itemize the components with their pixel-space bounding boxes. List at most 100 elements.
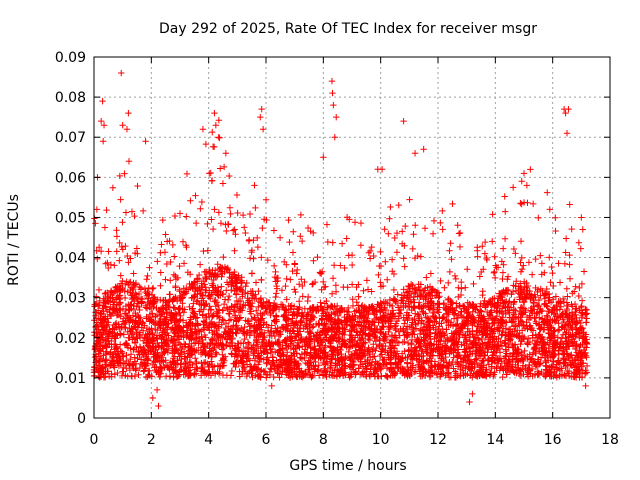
data-point xyxy=(213,299,221,306)
data-point xyxy=(448,330,455,337)
data-point xyxy=(503,371,510,378)
data-point xyxy=(213,310,221,317)
data-point xyxy=(390,345,398,352)
data-point xyxy=(542,357,549,365)
data-point xyxy=(355,293,362,300)
data-point xyxy=(107,261,115,268)
data-point xyxy=(409,356,416,363)
data-point xyxy=(510,245,518,253)
data-point xyxy=(254,353,262,360)
data-point xyxy=(344,304,352,312)
data-point xyxy=(303,335,310,342)
data-point xyxy=(343,235,350,242)
data-point xyxy=(337,355,344,363)
data-point xyxy=(294,309,302,317)
data-point xyxy=(192,322,199,329)
data-point xyxy=(301,338,308,346)
data-point xyxy=(266,332,273,339)
data-point xyxy=(549,269,556,277)
data-point xyxy=(394,291,401,298)
data-point xyxy=(298,237,306,245)
data-point xyxy=(511,331,519,338)
data-point xyxy=(315,354,322,361)
data-point xyxy=(423,324,430,331)
data-point xyxy=(395,359,402,366)
data-point xyxy=(532,293,539,301)
data-point xyxy=(93,322,100,329)
data-point xyxy=(169,312,176,319)
data-point xyxy=(145,371,152,379)
data-point xyxy=(382,334,389,341)
data-point xyxy=(474,253,481,260)
data-point xyxy=(376,352,384,360)
data-point xyxy=(297,317,305,324)
data-point xyxy=(172,276,180,283)
data-point xyxy=(91,346,99,353)
data-point xyxy=(316,269,324,277)
data-point xyxy=(295,331,302,339)
data-point xyxy=(235,272,242,279)
data-point xyxy=(232,231,239,238)
data-point xyxy=(575,350,582,358)
data-point xyxy=(238,348,246,355)
data-point xyxy=(449,322,457,330)
data-point xyxy=(416,315,423,322)
data-point xyxy=(534,286,542,293)
data-point xyxy=(245,348,252,356)
data-point xyxy=(575,362,582,370)
data-point xyxy=(348,322,356,329)
data-point xyxy=(154,258,161,265)
data-point xyxy=(159,216,166,224)
data-point xyxy=(319,327,326,335)
data-point xyxy=(529,349,537,356)
data-point xyxy=(104,340,112,348)
data-point xyxy=(283,275,290,283)
data-point xyxy=(141,322,148,329)
data-point xyxy=(211,369,219,377)
data-point xyxy=(386,339,393,347)
data-point xyxy=(554,357,562,365)
data-point xyxy=(227,210,234,218)
data-point xyxy=(438,355,445,362)
data-point xyxy=(320,355,327,363)
data-point xyxy=(469,320,476,328)
data-point xyxy=(512,287,520,294)
data-point xyxy=(427,362,435,369)
data-point xyxy=(552,344,559,351)
data-point xyxy=(225,310,232,317)
data-point xyxy=(193,298,200,305)
data-point xyxy=(477,318,484,325)
data-point xyxy=(382,306,390,314)
data-point xyxy=(228,286,235,294)
data-point xyxy=(306,305,314,313)
data-point xyxy=(271,317,278,325)
data-point xyxy=(361,318,368,326)
data-point xyxy=(264,327,272,334)
data-point xyxy=(501,235,509,242)
data-point xyxy=(161,249,169,256)
data-point xyxy=(188,294,195,302)
data-point xyxy=(434,332,441,339)
data-point xyxy=(474,247,481,254)
data-point xyxy=(320,346,327,353)
data-point xyxy=(219,316,226,323)
data-point xyxy=(407,352,415,360)
data-point xyxy=(191,370,198,378)
data-point xyxy=(361,358,369,365)
data-point xyxy=(202,273,209,281)
data-point xyxy=(543,318,550,325)
data-point xyxy=(337,262,344,269)
data-point xyxy=(411,289,419,297)
data-point xyxy=(416,370,424,377)
data-point xyxy=(551,368,558,375)
data-point xyxy=(168,335,176,343)
data-point xyxy=(169,350,176,357)
data-point xyxy=(473,356,480,364)
data-point xyxy=(406,196,413,203)
data-point xyxy=(244,290,252,297)
data-point xyxy=(518,254,525,262)
data-point xyxy=(525,259,533,266)
data-point xyxy=(209,335,217,342)
